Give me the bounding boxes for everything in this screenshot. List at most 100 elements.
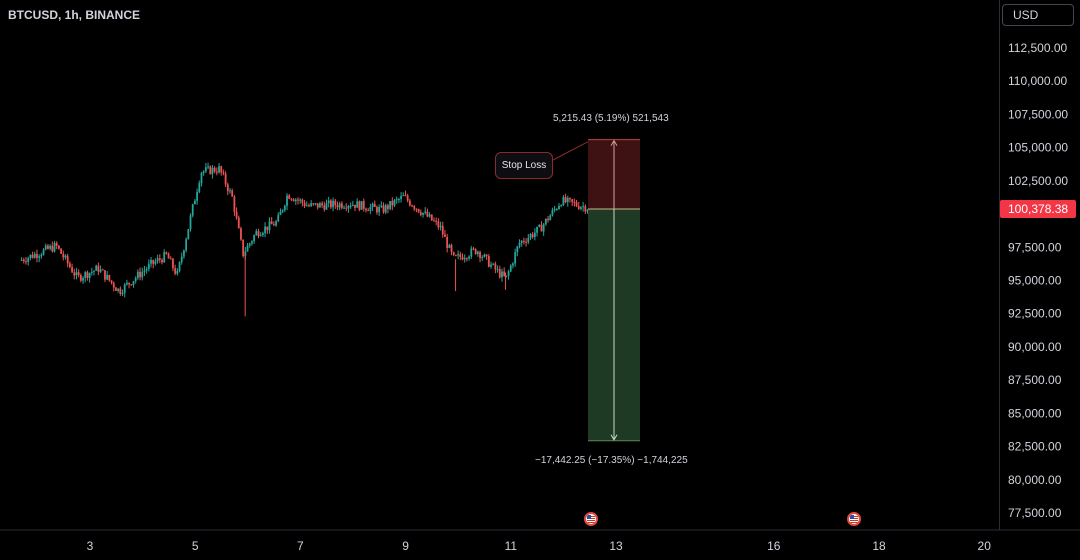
candle-body bbox=[183, 250, 185, 257]
time-axis[interactable]: 3 5 7 9 11 13 16 18 20 bbox=[0, 529, 1080, 553]
candle-body bbox=[529, 234, 532, 238]
candle-body bbox=[104, 270, 106, 280]
candle-body bbox=[292, 199, 295, 202]
candle-body bbox=[310, 203, 313, 207]
candle-body bbox=[141, 271, 144, 278]
candle-body bbox=[498, 269, 501, 278]
candle-body bbox=[446, 236, 449, 248]
candle-body bbox=[575, 202, 578, 207]
candle-body bbox=[459, 254, 462, 257]
candle-body bbox=[255, 231, 258, 236]
candle-body bbox=[301, 199, 304, 203]
candle-body bbox=[422, 212, 424, 215]
candle-body bbox=[441, 225, 444, 235]
candle-body bbox=[97, 265, 100, 272]
candle-body bbox=[237, 217, 240, 229]
candle-body bbox=[106, 274, 109, 280]
candle-body bbox=[77, 272, 80, 275]
candle-body bbox=[503, 271, 506, 276]
candle-body bbox=[75, 272, 78, 276]
candle-body bbox=[518, 242, 521, 247]
candle-body bbox=[373, 203, 376, 207]
candle-body bbox=[470, 248, 473, 257]
candle-body bbox=[580, 207, 582, 209]
candle-body bbox=[314, 203, 317, 205]
x-tick-label: 5 bbox=[192, 539, 199, 553]
stop-loss-callout[interactable]: Stop Loss bbox=[495, 152, 553, 179]
candle-body bbox=[402, 195, 405, 197]
candle-body bbox=[123, 284, 126, 294]
risk-reward-tool[interactable] bbox=[552, 139, 640, 442]
candle-body bbox=[501, 271, 503, 278]
x-tick-label: 13 bbox=[609, 539, 623, 553]
candle-body bbox=[450, 244, 453, 253]
candle-body bbox=[99, 269, 102, 272]
candle-body bbox=[485, 254, 488, 257]
candle-body bbox=[544, 218, 547, 225]
y-tick-label: 90,000.00 bbox=[1008, 340, 1062, 354]
candle-body bbox=[547, 218, 549, 221]
candle-body bbox=[242, 239, 245, 257]
candle-body bbox=[47, 245, 49, 249]
candle-body bbox=[68, 263, 71, 268]
candle-body bbox=[200, 172, 203, 184]
candle-body bbox=[481, 256, 484, 258]
candle-body bbox=[38, 256, 41, 258]
y-tick-label: 95,000.00 bbox=[1008, 274, 1062, 288]
currency-button[interactable]: USD bbox=[1002, 4, 1074, 26]
candle-body bbox=[494, 263, 497, 270]
candle-body bbox=[558, 205, 560, 210]
candle-body bbox=[319, 203, 321, 208]
candle-body bbox=[196, 191, 198, 201]
candle-body bbox=[150, 259, 152, 264]
candle-body bbox=[215, 171, 218, 173]
candle-body bbox=[266, 226, 269, 231]
candle-body bbox=[226, 184, 229, 192]
candle-body bbox=[527, 237, 530, 243]
candle-body bbox=[487, 256, 490, 267]
us-flag-icon[interactable] bbox=[847, 512, 861, 526]
candle-body bbox=[117, 288, 120, 291]
x-tick-label: 20 bbox=[978, 539, 992, 553]
candle-body bbox=[571, 199, 574, 202]
candle-body bbox=[367, 210, 370, 212]
candle-body bbox=[424, 211, 427, 213]
candle-body bbox=[60, 248, 63, 254]
candle-body bbox=[538, 224, 541, 227]
candle-body bbox=[86, 272, 89, 278]
candle-body bbox=[483, 254, 486, 257]
candle-body bbox=[448, 244, 451, 248]
candle-body bbox=[376, 206, 378, 213]
candle-body bbox=[213, 167, 216, 172]
y-tick-label: 97,500.00 bbox=[1008, 240, 1062, 254]
stop-loss-annotation: 5,215.43 (5.19%) 521,543 bbox=[553, 113, 669, 124]
us-flag-icon[interactable] bbox=[584, 512, 598, 526]
candle-body bbox=[365, 208, 367, 211]
candle-body bbox=[455, 255, 457, 257]
candle-body bbox=[555, 209, 558, 211]
candle-body bbox=[507, 271, 510, 276]
candle-body bbox=[248, 243, 251, 246]
candle-body bbox=[268, 221, 271, 231]
candle-body bbox=[474, 248, 477, 254]
candle-body bbox=[369, 206, 372, 211]
candle-body bbox=[439, 225, 442, 228]
candle-body bbox=[329, 200, 332, 208]
y-tick-label: 110,000.00 bbox=[1008, 74, 1067, 88]
candle-body bbox=[33, 253, 36, 258]
candle-body bbox=[321, 203, 324, 206]
price-axis[interactable]: 77,500.00 80,000.00 82,500.00 85,000.00 87,5… bbox=[1000, 41, 1076, 520]
y-tick-label: 87,500.00 bbox=[1008, 373, 1062, 387]
candle-body bbox=[509, 265, 512, 272]
candle-body bbox=[286, 195, 288, 206]
candle-body bbox=[308, 205, 310, 207]
candle-body bbox=[461, 256, 464, 260]
candle-body bbox=[244, 251, 247, 257]
candle-body bbox=[378, 207, 381, 213]
candle-body bbox=[531, 234, 534, 237]
candle-body bbox=[428, 214, 431, 217]
candle-body bbox=[279, 211, 282, 215]
candle-body bbox=[130, 284, 133, 286]
candle-body bbox=[584, 206, 587, 212]
